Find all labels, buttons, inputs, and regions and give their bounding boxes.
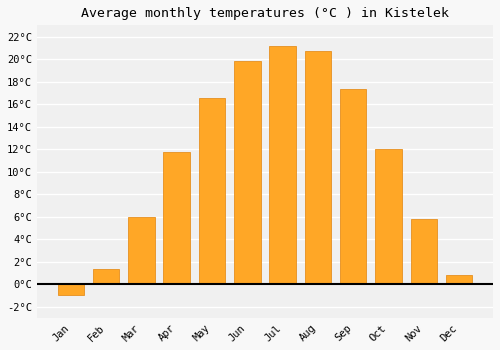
Bar bbox=[128, 217, 154, 284]
Bar bbox=[410, 219, 437, 284]
Bar bbox=[304, 51, 331, 284]
Bar bbox=[375, 149, 402, 284]
Bar bbox=[270, 46, 296, 284]
Bar bbox=[340, 89, 366, 284]
Title: Average monthly temperatures (°C ) in Kistelek: Average monthly temperatures (°C ) in Ki… bbox=[81, 7, 449, 20]
Bar bbox=[164, 153, 190, 284]
Bar bbox=[198, 98, 225, 284]
Bar bbox=[234, 61, 260, 284]
Bar bbox=[58, 284, 84, 295]
Bar bbox=[446, 275, 472, 284]
Bar bbox=[93, 270, 120, 284]
